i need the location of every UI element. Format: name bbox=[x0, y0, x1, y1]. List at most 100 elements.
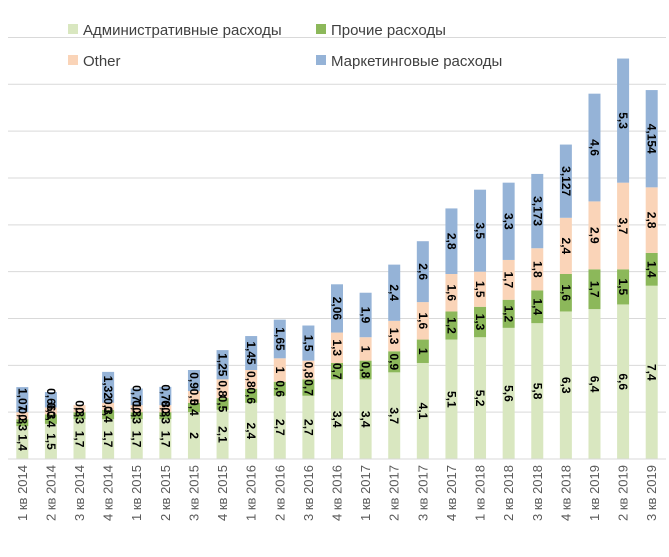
bar-segment-other-expenses bbox=[388, 351, 401, 373]
bar-segment-other-expenses bbox=[159, 412, 172, 420]
data-label-marketing: 3,127 bbox=[559, 166, 573, 196]
data-label-other-expenses: 1 bbox=[416, 348, 430, 355]
data-label-admin: 6,6 bbox=[616, 373, 630, 390]
data-label-marketing: 2,06 bbox=[330, 297, 344, 321]
bar-segment-admin bbox=[502, 327, 515, 459]
legend-swatch-admin bbox=[68, 24, 78, 34]
data-label-other: 2,9 bbox=[587, 227, 601, 244]
data-label-other-expenses: 0,6 bbox=[244, 387, 258, 404]
data-label-admin: 6,3 bbox=[559, 377, 573, 394]
x-tick-label: 1 кв 2016 bbox=[244, 465, 259, 521]
bar-segment-admin bbox=[44, 423, 57, 459]
data-label-admin: 7,4 bbox=[645, 364, 659, 381]
x-tick-label: 4 кв 2016 bbox=[330, 465, 345, 521]
bar-segment-other bbox=[359, 337, 372, 361]
legend-label-admin: Административные расходы bbox=[83, 22, 282, 39]
x-tick-label: 4 кв 2015 bbox=[215, 465, 230, 521]
bar-segment-admin bbox=[273, 395, 286, 459]
data-label-other-expenses: 1,7 bbox=[587, 281, 601, 298]
data-label-marketing: 1,9 bbox=[359, 307, 373, 324]
data-label-other: 0,3 bbox=[15, 407, 29, 424]
data-label-other: 0,3 bbox=[73, 400, 87, 417]
data-label-marketing: 3,3 bbox=[502, 213, 516, 230]
x-tick-label: 1 кв 2015 bbox=[129, 465, 144, 521]
bar-segment-admin bbox=[445, 339, 458, 459]
data-label-other-expenses: 1,4 bbox=[645, 261, 659, 278]
bar-segment-admin bbox=[331, 379, 343, 459]
bar-segment-other bbox=[445, 273, 458, 312]
bar-segment-marketing bbox=[273, 319, 286, 359]
data-label-marketing: 0,71 bbox=[130, 385, 144, 409]
data-label-other-expenses: 0,7 bbox=[330, 363, 344, 380]
data-label-marketing: 1,65 bbox=[273, 327, 287, 351]
bar-segment-marketing bbox=[474, 189, 487, 272]
x-tick-label: 3 кв 2019 bbox=[644, 465, 659, 521]
bar-segment-other-expenses bbox=[359, 360, 372, 380]
x-tick-label: 3 кв 2016 bbox=[301, 465, 316, 521]
bar-segment-admin bbox=[617, 304, 630, 459]
bar-segment-other-expenses bbox=[302, 379, 315, 396]
bar-segment-other bbox=[388, 320, 401, 352]
x-tick-label: 2 кв 2018 bbox=[501, 465, 516, 521]
bar-segment-other-expenses bbox=[531, 290, 544, 324]
data-label-other: 1,3 bbox=[387, 328, 401, 345]
data-label-other: 3,7 bbox=[616, 218, 630, 235]
data-label-admin: 1,7 bbox=[73, 431, 87, 448]
bar-segment-admin bbox=[187, 412, 200, 459]
x-tick-label: 1 кв 2018 bbox=[473, 465, 488, 521]
data-label-marketing: 3,5 bbox=[473, 222, 487, 239]
bar-segment-admin bbox=[16, 426, 29, 459]
bar-segment-other bbox=[531, 248, 544, 291]
x-tick-label: 2 кв 2014 bbox=[43, 465, 58, 521]
data-label-other-expenses: 0,4 bbox=[101, 406, 115, 423]
bar-segment-admin bbox=[416, 362, 429, 459]
data-label-other: 1,6 bbox=[444, 284, 458, 301]
x-tick-label: 1 кв 2014 bbox=[15, 465, 30, 521]
data-label-admin: 1,4 bbox=[15, 434, 29, 451]
bar-segment-admin bbox=[645, 285, 658, 459]
data-label-other-expenses: 0,3 bbox=[15, 414, 29, 431]
bar-segment-admin bbox=[245, 402, 258, 459]
bar-segment-admin bbox=[130, 419, 143, 459]
data-label-marketing: 0,66 bbox=[44, 388, 58, 412]
data-label-other: 1,7 bbox=[502, 272, 516, 289]
gridlines bbox=[8, 36, 666, 413]
data-label-admin: 5,2 bbox=[473, 390, 487, 407]
bar-segment-other bbox=[474, 271, 487, 307]
data-label-other-expenses: 0,6 bbox=[273, 380, 287, 397]
bar-segment-other bbox=[302, 360, 315, 380]
bar-segment-other bbox=[159, 405, 172, 413]
bar-segment-other-expenses bbox=[245, 388, 258, 403]
bar-segment-other bbox=[245, 370, 258, 389]
data-label-other-expenses: 0,7 bbox=[301, 379, 315, 396]
data-label-other-expenses: 0,9 bbox=[387, 353, 401, 370]
data-label-other: 1 bbox=[359, 346, 373, 353]
bar-segment-other bbox=[102, 402, 115, 410]
bar-segment-other-expenses bbox=[445, 311, 458, 340]
bar-segment-other-expenses bbox=[130, 412, 143, 420]
data-labels: 1,40,30,31,071,50,40,30,661,70,30,31,70,… bbox=[15, 112, 658, 451]
data-label-marketing: 1,07 bbox=[15, 388, 29, 412]
bar-segment-marketing bbox=[16, 387, 29, 413]
data-label-admin: 2,7 bbox=[301, 419, 315, 436]
bar-segment-admin bbox=[302, 395, 315, 459]
data-label-other: 1,3 bbox=[330, 339, 344, 356]
data-label-other-expenses: 1,3 bbox=[473, 314, 487, 331]
data-label-other-expenses: 1,4 bbox=[530, 298, 544, 315]
bar-segment-admin bbox=[359, 379, 372, 459]
data-label-other-expenses: 0,8 bbox=[359, 362, 373, 379]
data-label-other: 1,6 bbox=[416, 312, 430, 329]
data-label-admin: 3,7 bbox=[387, 407, 401, 424]
bar-segment-marketing bbox=[102, 371, 115, 403]
legend-label-marketing: Маркетинговые расходы bbox=[331, 53, 502, 70]
data-label-marketing: 1,32 bbox=[101, 376, 115, 400]
data-label-marketing: 4,154 bbox=[645, 124, 659, 154]
data-label-marketing: 2,4 bbox=[387, 284, 401, 301]
x-tick-label: 1 кв 2019 bbox=[587, 465, 602, 521]
bar-segment-marketing bbox=[617, 58, 630, 183]
x-tick-label: 3 кв 2017 bbox=[415, 465, 430, 521]
data-label-admin: 6,4 bbox=[587, 376, 601, 393]
bar-segment-admin bbox=[474, 337, 487, 459]
data-label-admin: 5,8 bbox=[530, 383, 544, 400]
